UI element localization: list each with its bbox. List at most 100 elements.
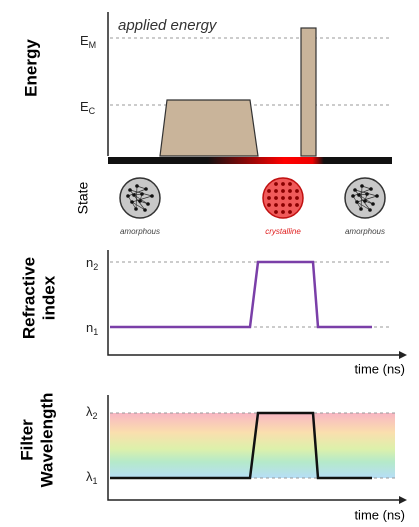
level-label: n1 bbox=[86, 320, 98, 337]
icon-part bbox=[295, 189, 299, 193]
pulse bbox=[159, 99, 259, 157]
icon-part bbox=[134, 207, 138, 211]
icon-part bbox=[274, 196, 278, 200]
icon-part bbox=[131, 201, 146, 211]
state-bar bbox=[108, 157, 392, 164]
subscript: C bbox=[89, 106, 96, 116]
icon-part bbox=[354, 189, 371, 211]
icon-part bbox=[143, 208, 147, 212]
icon-part bbox=[267, 203, 271, 207]
icon-part bbox=[129, 189, 146, 211]
wavelength-trace bbox=[110, 411, 372, 480]
icon-part bbox=[133, 194, 149, 205]
axis bbox=[107, 395, 402, 501]
y-label: Refractive bbox=[19, 257, 38, 339]
level-label: EC bbox=[80, 99, 96, 116]
level-label: n2 bbox=[86, 255, 98, 272]
arrow bbox=[399, 351, 407, 359]
icon-part bbox=[274, 182, 278, 186]
subscript: 2 bbox=[93, 411, 98, 421]
icon-part bbox=[274, 189, 278, 193]
icon-part bbox=[288, 203, 292, 207]
symbol: E bbox=[80, 33, 89, 48]
y-label: Filter bbox=[17, 419, 36, 461]
icon-part bbox=[353, 188, 357, 192]
icon-part bbox=[140, 192, 144, 196]
icon-part bbox=[352, 188, 372, 197]
axis bbox=[107, 250, 402, 356]
icon-part bbox=[363, 199, 367, 203]
icon-part bbox=[351, 194, 355, 198]
y-label: index bbox=[39, 275, 58, 320]
icon-part bbox=[267, 189, 271, 193]
icon-part bbox=[138, 199, 142, 203]
subscript: 1 bbox=[93, 476, 98, 486]
subscript: M bbox=[89, 40, 97, 50]
icon-part bbox=[281, 203, 285, 207]
symbol: λ bbox=[86, 469, 93, 484]
icon-part bbox=[295, 196, 299, 200]
symbol: λ bbox=[86, 404, 93, 419]
icon-part bbox=[360, 184, 364, 188]
subscript: 2 bbox=[93, 262, 98, 272]
icon-part bbox=[356, 195, 378, 203]
icon-part bbox=[132, 193, 136, 197]
icon-part bbox=[359, 207, 363, 211]
icon-part bbox=[358, 194, 374, 205]
icon-part bbox=[375, 194, 379, 198]
symbol: n bbox=[86, 320, 93, 335]
icon-part bbox=[365, 192, 369, 196]
state-icons bbox=[119, 177, 386, 219]
icon-part bbox=[131, 195, 153, 203]
icon-part bbox=[281, 196, 285, 200]
icon-part bbox=[281, 189, 285, 193]
state-caption: amorphous bbox=[120, 227, 160, 236]
spectrum-band bbox=[110, 413, 395, 478]
icon-part bbox=[369, 187, 373, 191]
icon-part bbox=[150, 194, 154, 198]
y-label: Wavelength bbox=[37, 393, 56, 488]
x-label: time (ns) bbox=[354, 361, 405, 376]
subscript: 1 bbox=[93, 327, 98, 337]
symbol: n bbox=[86, 255, 93, 270]
icon-part bbox=[281, 182, 285, 186]
icon-part bbox=[355, 200, 359, 204]
level-label: EM bbox=[80, 33, 96, 50]
icon-part bbox=[267, 196, 271, 200]
pulse bbox=[300, 27, 317, 157]
icon-part bbox=[127, 188, 147, 197]
icon-part bbox=[288, 189, 292, 193]
icon-part bbox=[368, 208, 372, 212]
icon-part bbox=[274, 210, 278, 214]
state-caption: amorphous bbox=[345, 227, 385, 236]
icon-part bbox=[281, 210, 285, 214]
icon-part bbox=[126, 194, 130, 198]
icon-part bbox=[288, 182, 292, 186]
icon-part bbox=[274, 203, 278, 207]
annotation: applied energy bbox=[118, 17, 218, 34]
level-label: λ1 bbox=[86, 469, 98, 486]
icon-part bbox=[344, 177, 386, 219]
arrow bbox=[399, 496, 407, 504]
icon-part bbox=[357, 193, 361, 197]
icon-part bbox=[119, 177, 161, 219]
icon-part bbox=[135, 184, 139, 188]
icon-part bbox=[371, 202, 375, 206]
icon-part bbox=[360, 185, 363, 210]
icon-part bbox=[146, 202, 150, 206]
icon-part bbox=[295, 203, 299, 207]
state-label: State bbox=[75, 181, 91, 214]
icon-part bbox=[135, 185, 138, 210]
icon-part bbox=[288, 196, 292, 200]
icon-part bbox=[356, 201, 371, 211]
index-trace bbox=[110, 260, 372, 329]
level-label: λ2 bbox=[86, 404, 98, 421]
state-caption: crystalline bbox=[265, 227, 301, 236]
symbol: E bbox=[80, 99, 89, 114]
icon-part bbox=[128, 188, 132, 192]
x-label: time (ns) bbox=[354, 507, 405, 522]
icon-part bbox=[288, 210, 292, 214]
icon-part bbox=[130, 200, 134, 204]
y-label: Energy bbox=[21, 39, 40, 97]
